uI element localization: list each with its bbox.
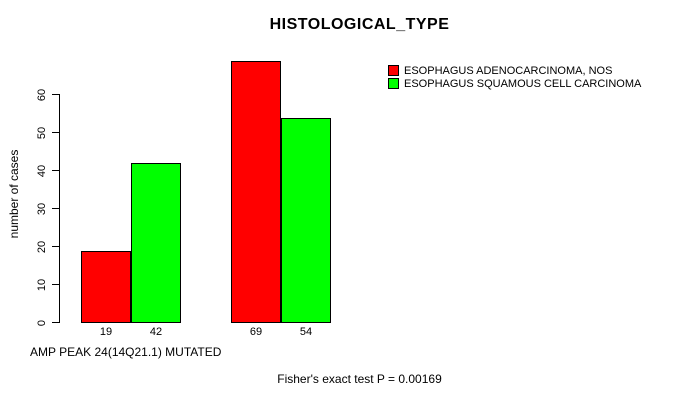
y-tick-mark xyxy=(52,94,59,95)
y-tick-label: 20 xyxy=(36,240,48,253)
y-tick-mark xyxy=(52,208,59,209)
y-tick-label: 30 xyxy=(36,202,48,215)
bar-value-label: 42 xyxy=(149,326,163,338)
chart-title: HISTOLOGICAL_TYPE xyxy=(269,16,450,33)
bar-value-label: 69 xyxy=(249,326,263,338)
x-axis-title: AMP PEAK 24(14Q21.1) MUTATED xyxy=(30,345,222,359)
legend-swatch-icon xyxy=(388,65,399,76)
bar-esophagus-squamous-cell-carcinoma-group2 xyxy=(281,117,331,323)
legend-label: ESOPHAGUS SQUAMOUS CELL CARCINOMA xyxy=(404,78,642,90)
y-tick-label: 60 xyxy=(36,88,48,101)
y-tick-label: 50 xyxy=(36,126,48,139)
y-tick-label: 10 xyxy=(36,278,48,291)
y-tick-mark xyxy=(52,132,59,133)
fisher-test-annotation: Fisher's exact test P = 0.00169 xyxy=(277,372,442,386)
y-axis-line xyxy=(59,94,60,323)
y-tick-label: 40 xyxy=(36,164,48,177)
bar-value-label: 19 xyxy=(99,326,113,338)
y-tick-mark xyxy=(52,246,59,247)
bar-esophagus-squamous-cell-carcinoma-group1 xyxy=(131,163,181,323)
bar-value-label: 54 xyxy=(299,326,313,338)
y-tick-label: 0 xyxy=(36,319,48,326)
y-tick-mark xyxy=(52,284,59,285)
y-axis-title: number of cases xyxy=(7,149,21,239)
bar-esophagus-adenocarcinoma-nos-group2 xyxy=(231,60,281,323)
y-tick-mark xyxy=(52,322,59,323)
bar-esophagus-adenocarcinoma-nos-group1 xyxy=(81,250,131,323)
legend-swatch-icon xyxy=(388,78,399,89)
y-tick-mark xyxy=(52,170,59,171)
legend-label: ESOPHAGUS ADENOCARCINOMA, NOS xyxy=(404,65,613,77)
